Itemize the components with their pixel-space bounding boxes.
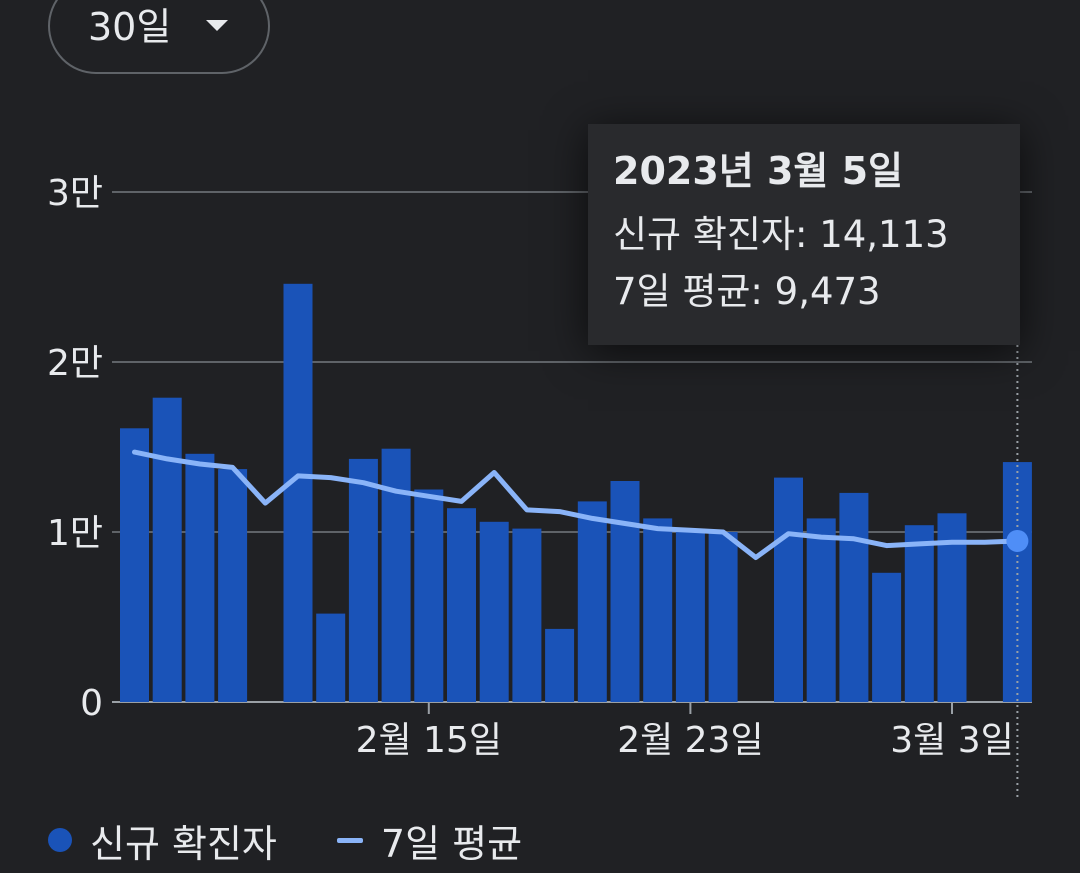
avg-line bbox=[132, 449, 1020, 560]
bar[interactable] bbox=[512, 528, 542, 702]
chart-tooltip: 2023년 3월 5일 신규 확진자: 14,113 7일 평균: 9,473 bbox=[588, 124, 1020, 345]
x-tick-label: 2월 15일 bbox=[356, 720, 502, 761]
y-tick-label: 1만 bbox=[47, 513, 103, 554]
legend-item-new-cases[interactable]: 신규 확진자 bbox=[48, 813, 277, 868]
bar[interactable] bbox=[447, 508, 476, 702]
y-tick-label: 3만 bbox=[47, 173, 103, 214]
bar[interactable] bbox=[414, 489, 444, 703]
range-dropdown-label: 30일 bbox=[88, 5, 172, 49]
bar[interactable] bbox=[610, 481, 640, 702]
y-tick-label: 0 bbox=[80, 683, 103, 724]
bar[interactable] bbox=[806, 518, 836, 702]
legend-dot-icon bbox=[48, 828, 72, 852]
tooltip-new-cases: 신규 확진자: 14,113 bbox=[613, 213, 949, 256]
y-axis-labels: 0 1만 2만 3만 bbox=[47, 173, 103, 724]
tooltip-date: 2023년 3월 5일 bbox=[613, 149, 903, 193]
bar[interactable] bbox=[283, 283, 313, 702]
tooltip-avg: 7일 평균: 9,473 bbox=[613, 270, 881, 313]
bar[interactable] bbox=[218, 469, 248, 702]
x-tick-label: 2월 23일 bbox=[617, 720, 763, 761]
bar[interactable] bbox=[904, 525, 934, 702]
bar[interactable] bbox=[577, 501, 607, 702]
legend-line-icon bbox=[336, 837, 363, 843]
bar[interactable] bbox=[348, 458, 378, 702]
bar[interactable] bbox=[643, 518, 673, 702]
x-axis-labels: 2월 15일 2월 23일 3월 3일 bbox=[356, 702, 1014, 761]
cases-chart[interactable]: 0 1만 2만 3만 2월 15일 2월 23일 3월 3일 bbox=[0, 0, 1080, 810]
bar[interactable] bbox=[872, 572, 902, 702]
highlight-point bbox=[1006, 529, 1029, 552]
chart-legend: 신규 확진자 7일 평균 bbox=[48, 812, 522, 868]
y-tick-label: 2만 bbox=[47, 343, 103, 384]
bar[interactable] bbox=[1002, 462, 1032, 702]
range-dropdown[interactable]: 30일 bbox=[48, 0, 270, 74]
caret-down-icon bbox=[206, 20, 228, 31]
bar[interactable] bbox=[316, 613, 346, 702]
bar[interactable] bbox=[479, 521, 509, 702]
bar[interactable] bbox=[708, 532, 738, 702]
legend-label-new-cases: 신규 확진자 bbox=[90, 821, 277, 866]
bar[interactable] bbox=[120, 428, 149, 702]
legend-item-avg[interactable]: 7일 평균 bbox=[336, 813, 523, 868]
x-tick-label: 3월 3일 bbox=[890, 720, 1014, 761]
bar[interactable] bbox=[774, 477, 803, 702]
bar[interactable] bbox=[545, 628, 575, 702]
bar[interactable] bbox=[185, 453, 215, 702]
legend-label-avg: 7일 평균 bbox=[380, 821, 523, 866]
bar[interactable] bbox=[675, 528, 705, 702]
bar[interactable] bbox=[839, 492, 869, 702]
bar-series[interactable] bbox=[120, 283, 1032, 703]
line-series bbox=[132, 449, 1029, 560]
bar[interactable] bbox=[152, 397, 182, 702]
